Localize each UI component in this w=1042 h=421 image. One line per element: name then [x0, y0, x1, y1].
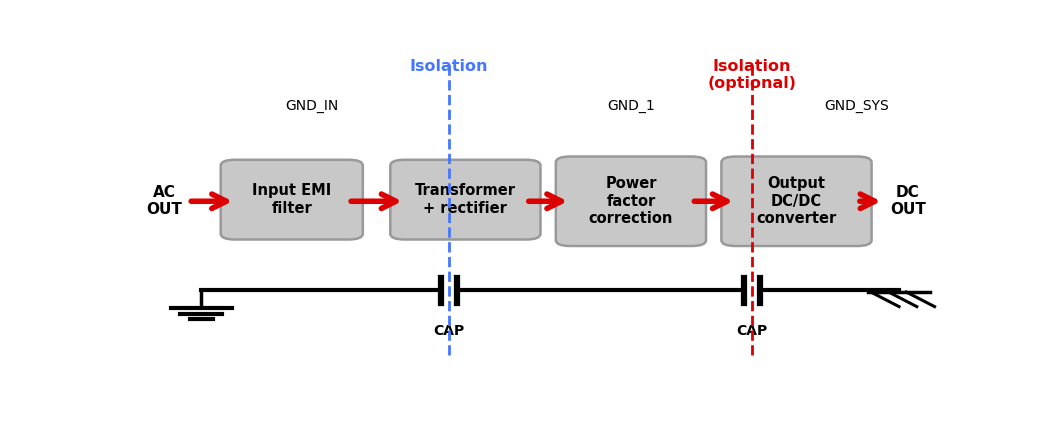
FancyBboxPatch shape — [391, 160, 541, 240]
Text: Output
DC/DC
converter: Output DC/DC converter — [756, 176, 837, 226]
Text: CAP: CAP — [433, 325, 465, 338]
Text: CAP: CAP — [737, 325, 768, 338]
Text: Isolation: Isolation — [410, 59, 489, 74]
Text: Input EMI
filter: Input EMI filter — [252, 184, 331, 216]
Text: AC
OUT: AC OUT — [146, 185, 182, 218]
Text: DC
OUT: DC OUT — [890, 185, 926, 218]
Text: GND_SYS: GND_SYS — [824, 99, 890, 113]
FancyBboxPatch shape — [555, 157, 706, 246]
FancyBboxPatch shape — [221, 160, 363, 240]
Text: GND_IN: GND_IN — [286, 99, 339, 113]
FancyBboxPatch shape — [721, 157, 871, 246]
Text: Isolation
(optional): Isolation (optional) — [708, 59, 796, 91]
Text: Transformer
+ rectifier: Transformer + rectifier — [415, 184, 516, 216]
Text: GND_1: GND_1 — [607, 99, 654, 113]
Text: Power
factor
correction: Power factor correction — [589, 176, 673, 226]
